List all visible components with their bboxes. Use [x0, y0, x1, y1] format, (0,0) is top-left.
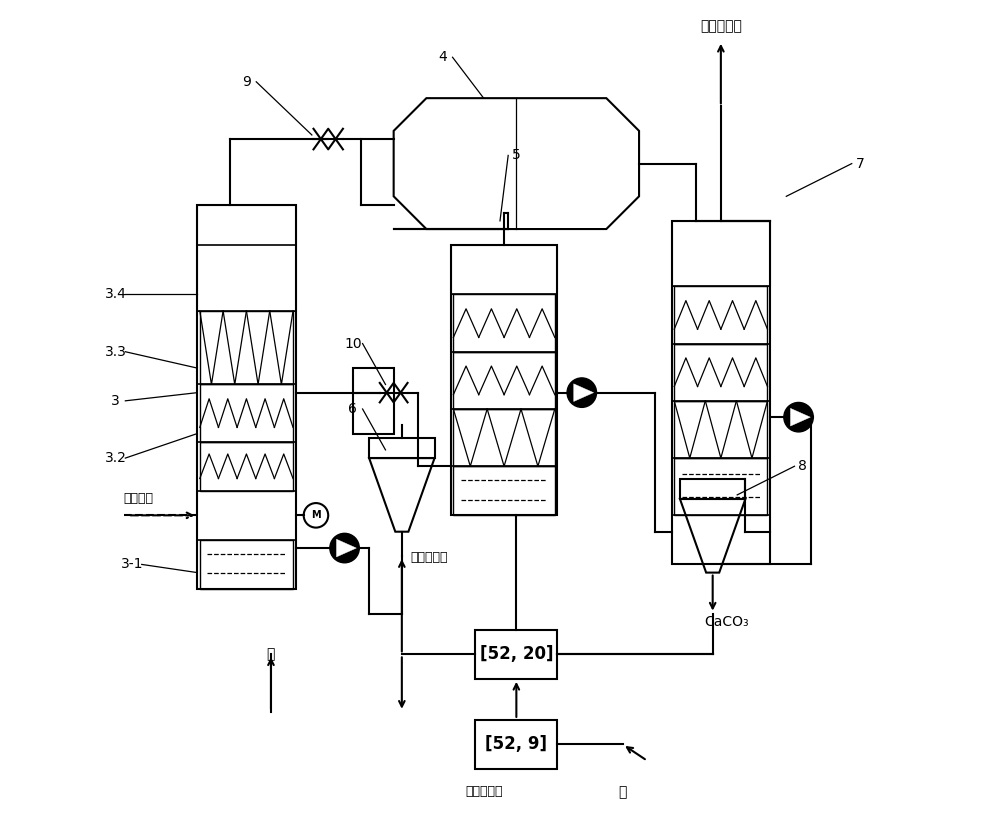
Text: 净化后气体: 净化后气体 [700, 19, 742, 33]
Text: 8: 8 [798, 459, 807, 474]
Text: 9: 9 [242, 74, 251, 89]
Text: 3.2: 3.2 [105, 451, 126, 465]
Bar [672, 221, 770, 564]
Polygon shape [336, 539, 356, 557]
Bar [674, 458, 767, 515]
Bar [200, 540, 293, 589]
Text: 水: 水 [267, 647, 275, 662]
Text: 7: 7 [856, 156, 864, 171]
Bar [200, 442, 293, 491]
Bar [453, 352, 555, 409]
Bar [453, 466, 555, 515]
Text: 6: 6 [348, 402, 357, 416]
Bar [353, 368, 394, 434]
Bar [369, 438, 435, 458]
Bar [453, 409, 555, 466]
Text: [52, 20]: [52, 20] [480, 645, 553, 663]
Text: 待处理废水: 待处理废水 [410, 551, 448, 564]
Text: 水: 水 [619, 785, 627, 799]
Bar [197, 204, 296, 311]
Circle shape [567, 378, 597, 407]
Bar [451, 245, 557, 515]
Text: 电石渣粉末: 电石渣粉末 [465, 785, 502, 798]
Text: M: M [311, 510, 321, 520]
Bar [674, 344, 767, 401]
Bar [475, 630, 557, 679]
Text: 4: 4 [438, 50, 447, 65]
Bar [453, 294, 555, 352]
Bar [674, 286, 767, 344]
Text: 10: 10 [344, 336, 362, 351]
Bar [200, 311, 293, 384]
Polygon shape [574, 384, 594, 402]
Circle shape [330, 533, 359, 563]
Text: 3.3: 3.3 [105, 344, 126, 359]
Bar [451, 245, 557, 294]
Text: 3-1: 3-1 [121, 557, 143, 572]
Text: 3.4: 3.4 [105, 287, 126, 302]
Bar [475, 720, 557, 769]
Text: 3: 3 [111, 393, 120, 408]
Bar [672, 221, 770, 286]
Circle shape [784, 402, 813, 432]
Text: [52, 9]: [52, 9] [485, 735, 547, 753]
Bar [674, 401, 767, 458]
Bar [197, 204, 296, 589]
Bar [680, 479, 745, 499]
Text: 5: 5 [512, 148, 521, 163]
Bar [200, 384, 293, 442]
Text: CaCO₃: CaCO₃ [704, 614, 749, 629]
Polygon shape [790, 408, 810, 426]
Text: 脱硕废气: 脱硕废气 [124, 492, 154, 506]
